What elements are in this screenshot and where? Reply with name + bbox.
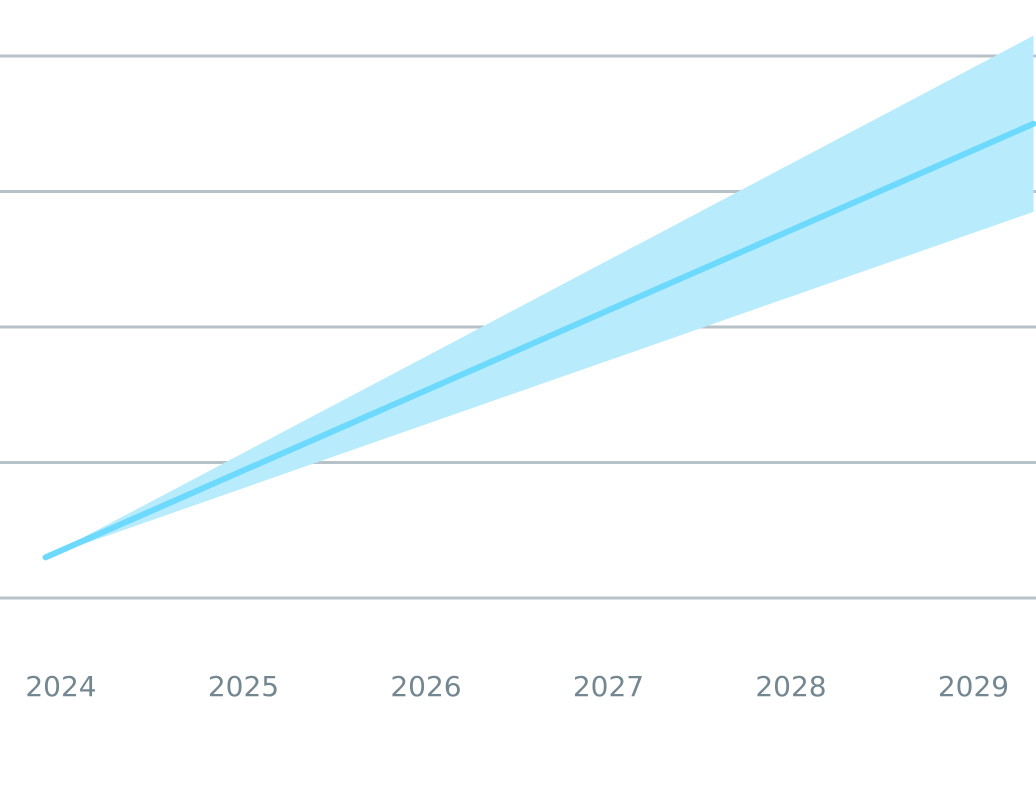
x-tick-label-2026: 2026 xyxy=(390,670,461,703)
x-tick-label-2025: 2025 xyxy=(208,670,279,703)
confidence-band xyxy=(45,35,1034,558)
trend-line-layer xyxy=(42,120,1036,561)
x-tick-label-2028: 2028 xyxy=(755,670,826,703)
x-tick-label-2027: 2027 xyxy=(573,670,644,703)
x-axis: 2024 2025 2026 2027 2028 2029 xyxy=(25,670,1009,703)
x-tick-label-2024: 2024 xyxy=(25,670,96,703)
confidence-band-layer xyxy=(45,35,1034,558)
trend-line xyxy=(42,120,1036,561)
x-tick-label-2029: 2029 xyxy=(938,670,1009,703)
